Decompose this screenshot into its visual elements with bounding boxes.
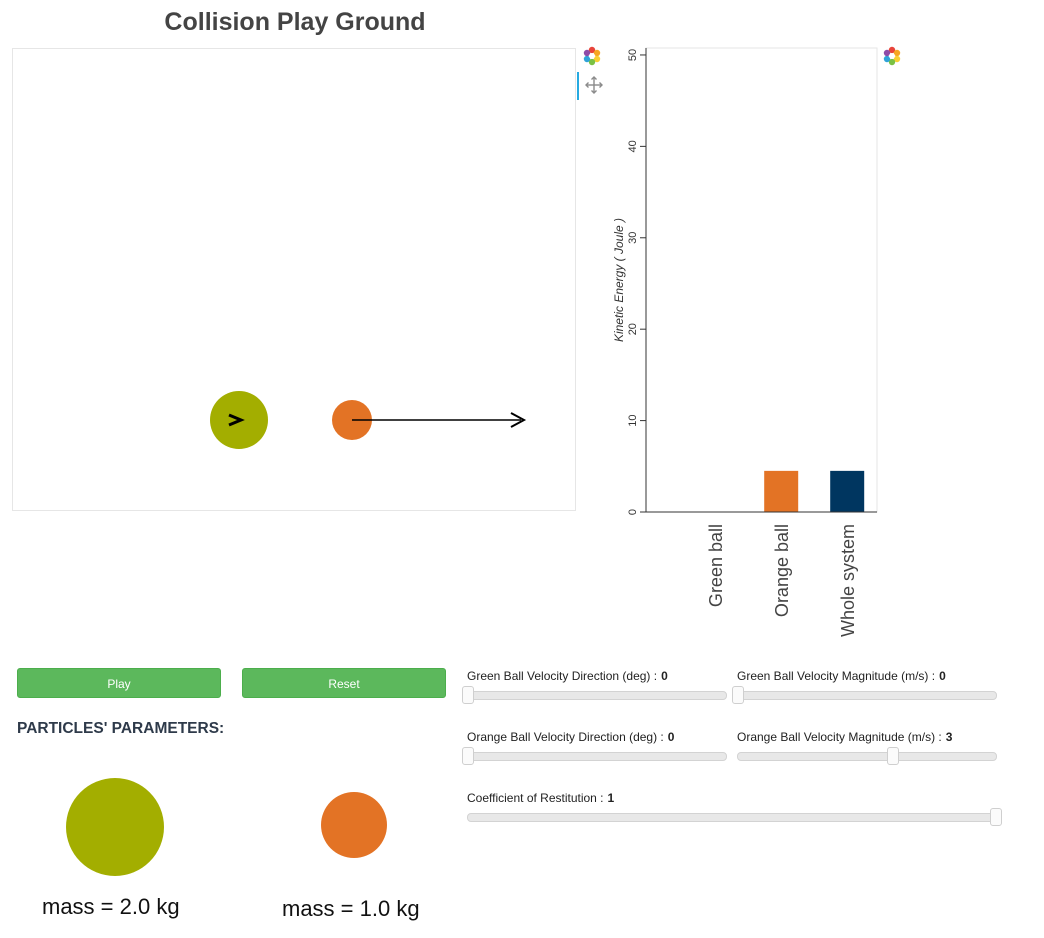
slider-value: 3 [945,730,953,744]
y-tick-label: 10 [627,414,639,426]
slider-label: Orange Ball Velocity Direction (deg) :0 [467,730,675,744]
bokeh-logo-icon[interactable] [582,46,602,71]
slider-label: Coefficient of Restitution :1 [467,791,615,805]
slider-label: Green Ball Velocity Magnitude (m/s) :0 [737,669,946,683]
slider-handle[interactable] [462,686,474,704]
y-tick-label: 0 [627,509,639,515]
green-magnitude-slider[interactable] [732,686,997,704]
play-button[interactable]: Play [17,668,221,698]
y-tick-label: 40 [627,140,639,152]
green-ball-preview [66,778,164,876]
chart-y-axis-label: Kinetic Energy ( Joule ) [612,218,626,342]
particles-parameters-heading: PARTICLES' PARAMETERS: [17,720,225,737]
orange-direction-slider[interactable] [462,747,727,765]
restitution-slider[interactable] [467,808,1002,826]
category-label: Green ball [706,524,726,607]
orange-ball-preview [321,792,387,858]
collision-playground[interactable] [12,48,576,511]
category-label: Orange ball [772,524,792,617]
y-tick-label: 20 [627,323,639,335]
orange-magnitude-slider[interactable] [737,747,997,765]
orange-direction-slider-group: Orange Ball Velocity Direction (deg) :0 [462,730,727,765]
category-label: Whole system [838,524,858,637]
energy-bar [764,470,799,512]
slider-label: Orange Ball Velocity Magnitude (m/s) :3 [737,730,953,744]
slider-value: 1 [607,791,615,805]
green-direction-slider[interactable] [462,686,727,704]
kinetic-energy-chart: Kinetic Energy ( Joule ) 0 10 20 30 40 50 Gre… [612,47,878,637]
restitution-slider-group: Coefficient of Restitution :1 [467,791,1002,826]
slider-handle[interactable] [732,686,744,704]
slider-handle[interactable] [462,747,474,765]
green-direction-slider-group: Green Ball Velocity Direction (deg) :0 [462,669,727,704]
chart-plot-frame [645,47,878,513]
active-tool-indicator [577,72,579,100]
pan-tool-icon[interactable] [584,75,604,95]
reset-button[interactable]: Reset [242,668,446,698]
green-magnitude-slider-group: Green Ball Velocity Magnitude (m/s) :0 [732,669,997,704]
green-ball-velocity-arrowhead [228,413,245,427]
slider-handle[interactable] [990,808,1002,826]
playground-canvas [210,391,527,449]
energy-bar [830,470,865,512]
y-tick-label: 50 [627,49,639,61]
y-tick-label: 30 [627,232,639,244]
orange-mass-label: mass = 1.0 kg [282,896,420,921]
page-title: Collision Play Ground [164,8,426,36]
bokeh-logo-icon[interactable] [882,46,902,71]
slider-handle[interactable] [886,747,899,765]
slider-value: 0 [667,730,675,744]
orange-ball-velocity-arrowhead [510,412,527,428]
green-mass-label: mass = 2.0 kg [42,894,180,919]
slider-label: Green Ball Velocity Direction (deg) :0 [467,669,668,683]
orange-magnitude-slider-group: Orange Ball Velocity Magnitude (m/s) :3 [737,730,997,765]
slider-value: 0 [661,669,668,683]
slider-value: 0 [939,669,946,683]
